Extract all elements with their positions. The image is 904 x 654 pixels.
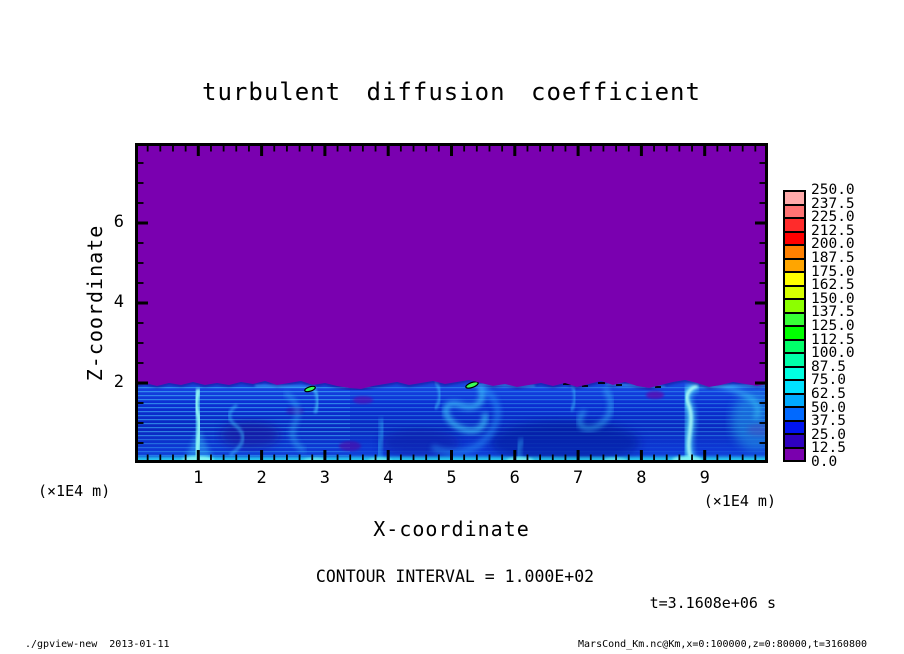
- colorbar-cell: [785, 354, 804, 368]
- colorbar-tick-label: 200.0: [811, 236, 855, 253]
- colorbar-tick-label: 12.5: [811, 440, 846, 457]
- x-axis-label: X-coordinate: [373, 517, 530, 541]
- colorbar-cell: [785, 327, 804, 341]
- colorbar-cell: [785, 205, 804, 219]
- colorbar-cell: [785, 448, 804, 460]
- colorbar-cell: [785, 219, 804, 233]
- x-tick-label: 2: [256, 468, 267, 488]
- colorbar-tick-label: 100.0: [811, 345, 855, 362]
- colorbar-cell: [785, 367, 804, 381]
- colorbar-tick-label: 175.0: [811, 263, 855, 280]
- colorbar-cell: [785, 394, 804, 408]
- colorbar-tick-label: 237.5: [811, 195, 855, 212]
- colorbar-tick-label: 112.5: [811, 331, 855, 348]
- footer-source-text: MarsCond_Km.nc@Km,x=0:100000,z=0:80000,t…: [578, 639, 867, 650]
- colorbar-cell: [785, 421, 804, 435]
- footer-command-text: ./gpview-new 2013-01-11: [25, 639, 170, 650]
- colorbar-cell: [785, 340, 804, 354]
- colorbar-tick-label: 250.0: [811, 182, 855, 198]
- colorbar-tick-label: 225.0: [811, 209, 855, 226]
- x-tick-label: 9: [699, 468, 710, 488]
- colorbar-tick-label: 87.5: [811, 358, 846, 375]
- colorbar-cell: [785, 192, 804, 206]
- colorbar-cell: [785, 232, 804, 246]
- colorbar-tick-label: 187.5: [811, 250, 855, 266]
- colorbar-cell: [785, 408, 804, 422]
- x-tick-label: 1: [193, 468, 204, 488]
- colorbar-tick-label: 62.5: [811, 386, 846, 402]
- colorbar-tick-label: 212.5: [811, 222, 855, 239]
- x-tick-label: 6: [509, 468, 520, 488]
- colorbar-cell: [785, 273, 804, 287]
- plot-area: [135, 143, 768, 463]
- colorbar-tick-label: 37.5: [811, 413, 846, 430]
- y-axis-unit-label: (×1E4 m): [38, 482, 111, 500]
- x-tick-label: 8: [636, 468, 647, 488]
- contour-interval-text: CONTOUR INTERVAL = 1.000E+02: [315, 567, 595, 586]
- colorbar: [783, 190, 806, 462]
- colorbar-tick-label: 0.0: [811, 454, 838, 470]
- colorbar-tick-label: 150.0: [811, 290, 855, 307]
- contour-speck-green: [465, 381, 479, 389]
- axis-ticks: [138, 146, 765, 460]
- colorbar-cell: [785, 286, 804, 300]
- colorbar-cell: [785, 300, 804, 314]
- x-tick-label: 3: [319, 468, 331, 488]
- colorbar-tick-label: 25.0: [811, 426, 846, 443]
- colorbar-tick-label: 137.5: [811, 304, 855, 321]
- y-axis-label: Z-coordinate: [83, 224, 107, 382]
- chart-title: turbulent diffusion coefficient: [202, 78, 701, 106]
- plot-border: [135, 143, 768, 463]
- colorbar-cell: [785, 259, 804, 273]
- turbulent-layer: [135, 380, 768, 463]
- colorbar-tick-label: 75.0: [811, 372, 846, 389]
- contour-speck-green: [304, 385, 316, 393]
- colorbar-cell: [785, 246, 804, 260]
- time-stamp-text: t=3.1608e+06 s: [649, 594, 776, 612]
- colorbar-tick-label: 125.0: [811, 318, 855, 334]
- x-axis-unit-label: (×1E4 m): [703, 492, 776, 510]
- x-tick-label: 5: [446, 468, 457, 488]
- x-tick-label: 4: [383, 468, 394, 488]
- colorbar-cell: [785, 381, 804, 395]
- colorbar-cell: [785, 435, 804, 449]
- colorbar-cell: [785, 313, 804, 327]
- x-tick-label: 7: [572, 468, 584, 488]
- colorbar-tick-label: 162.5: [811, 277, 855, 294]
- colorbar-tick-label: 50.0: [811, 399, 846, 416]
